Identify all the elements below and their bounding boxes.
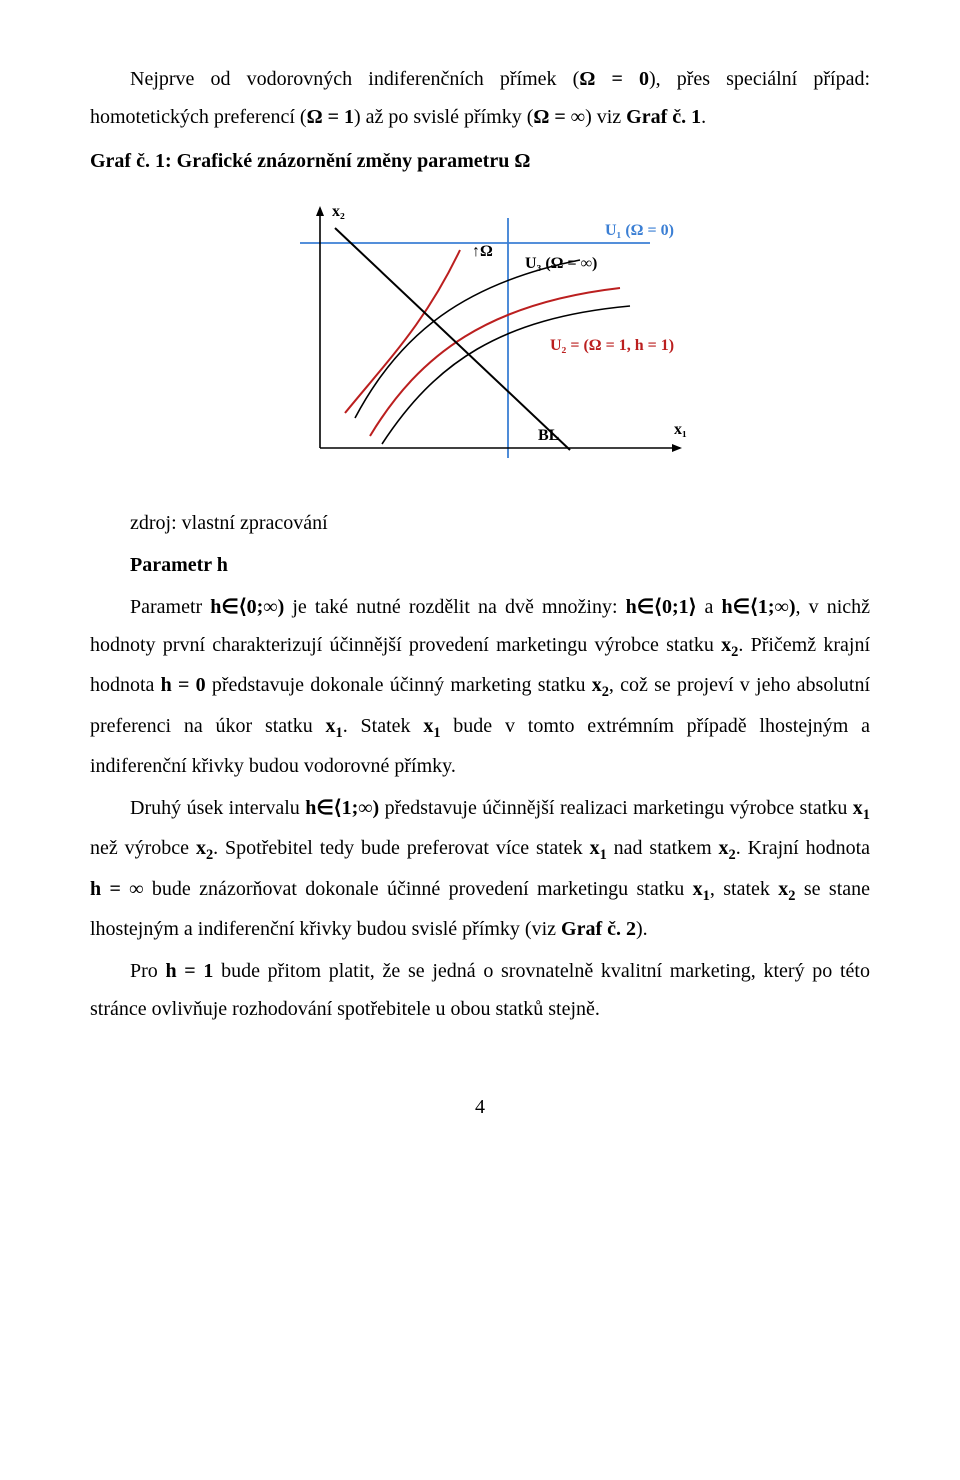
para-3: Pro h = 1 bude přitom platit, že se jedn… — [90, 952, 870, 1028]
svg-text:x₂: x₂ — [332, 203, 345, 220]
page-number: 4 — [90, 1088, 870, 1126]
svg-text:U₂ = (Ω = 1, h = 1): U₂ = (Ω = 1, h = 1) — [550, 337, 674, 354]
svg-text:BL: BL — [538, 427, 559, 444]
para-1: Parametr h∈⟨0;∞) je také nutné rozdělit … — [90, 588, 870, 785]
source-line: zdroj: vlastní zpracování — [90, 504, 870, 542]
svg-text:U₃ (Ω = ∞): U₃ (Ω = ∞) — [525, 255, 597, 272]
svg-text:U₁ (Ω = 0): U₁ (Ω = 0) — [605, 222, 674, 239]
svg-text:x₁: x₁ — [674, 421, 687, 438]
intro-para: Nejprve od vodorovných indiferenčních př… — [90, 60, 870, 136]
section-head-parametr-h: Parametr h — [90, 546, 870, 584]
para-2: Druhý úsek intervalu h∈⟨1;∞) představuje… — [90, 789, 870, 948]
graph-container: x₂ x₁ U₁ (Ω = 0) U₃ (Ω = ∞) ↑Ω U₂ = (Ω = 1, h… — [90, 188, 870, 498]
svg-text:↑Ω: ↑Ω — [472, 243, 493, 260]
graph-caption: Graf č. 1: Grafické znázornění změny par… — [90, 142, 870, 180]
graph-svg: x₂ x₁ U₁ (Ω = 0) U₃ (Ω = ∞) ↑Ω U₂ = (Ω = 1, h… — [250, 188, 710, 498]
